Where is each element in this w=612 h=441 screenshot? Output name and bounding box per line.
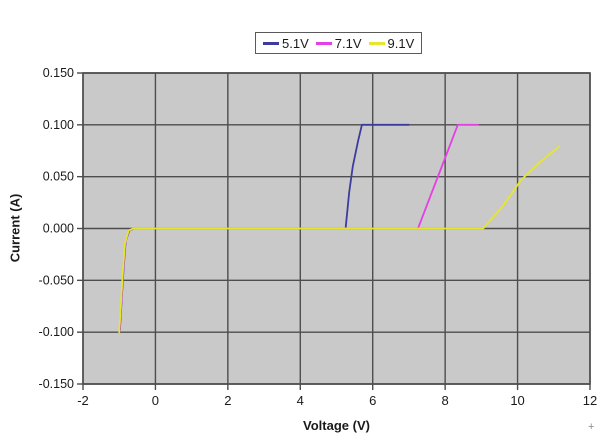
x-tick-label: 2 [224,393,231,408]
legend-line-swatch [315,41,332,45]
x-tick-label: -2 [77,393,89,408]
legend-label: 5.1V [282,35,309,51]
legend-label: 9.1V [387,35,415,51]
series-line-9.1V [118,145,561,334]
legend-line-swatch [368,41,385,45]
y-tick-label: 0.150 [43,66,74,80]
cursor-artifact-icon: + [588,421,595,433]
y-tick-label: -0.150 [39,377,74,391]
chart-legend: 5.1V 7.1V 9.1V [255,32,423,54]
x-tick-label: 10 [510,393,524,408]
y-tick-label: -0.100 [39,325,74,339]
y-tick-label: 0.100 [43,118,74,132]
y-axis-title: Current (A) [7,193,23,263]
x-tick-label: 4 [297,393,304,408]
x-tick-label: 0 [152,393,159,408]
x-tick-label: 8 [442,393,449,408]
legend-line-swatch [263,41,279,45]
legend-item-9.1V: 9.1V [368,35,415,51]
legend-item-7.1V: 7.1V [315,35,362,51]
y-tick-label: 0.050 [43,170,74,184]
legend-label: 7.1V [334,35,362,51]
x-axis-title: Voltage (V) [303,418,370,433]
y-tick-label: -0.050 [39,273,74,287]
legend-item-5.1V: 5.1V [263,37,309,50]
x-tick-label: 12 [583,393,597,408]
y-tick-label: 0.000 [43,222,74,236]
x-tick-label: 6 [369,393,376,408]
